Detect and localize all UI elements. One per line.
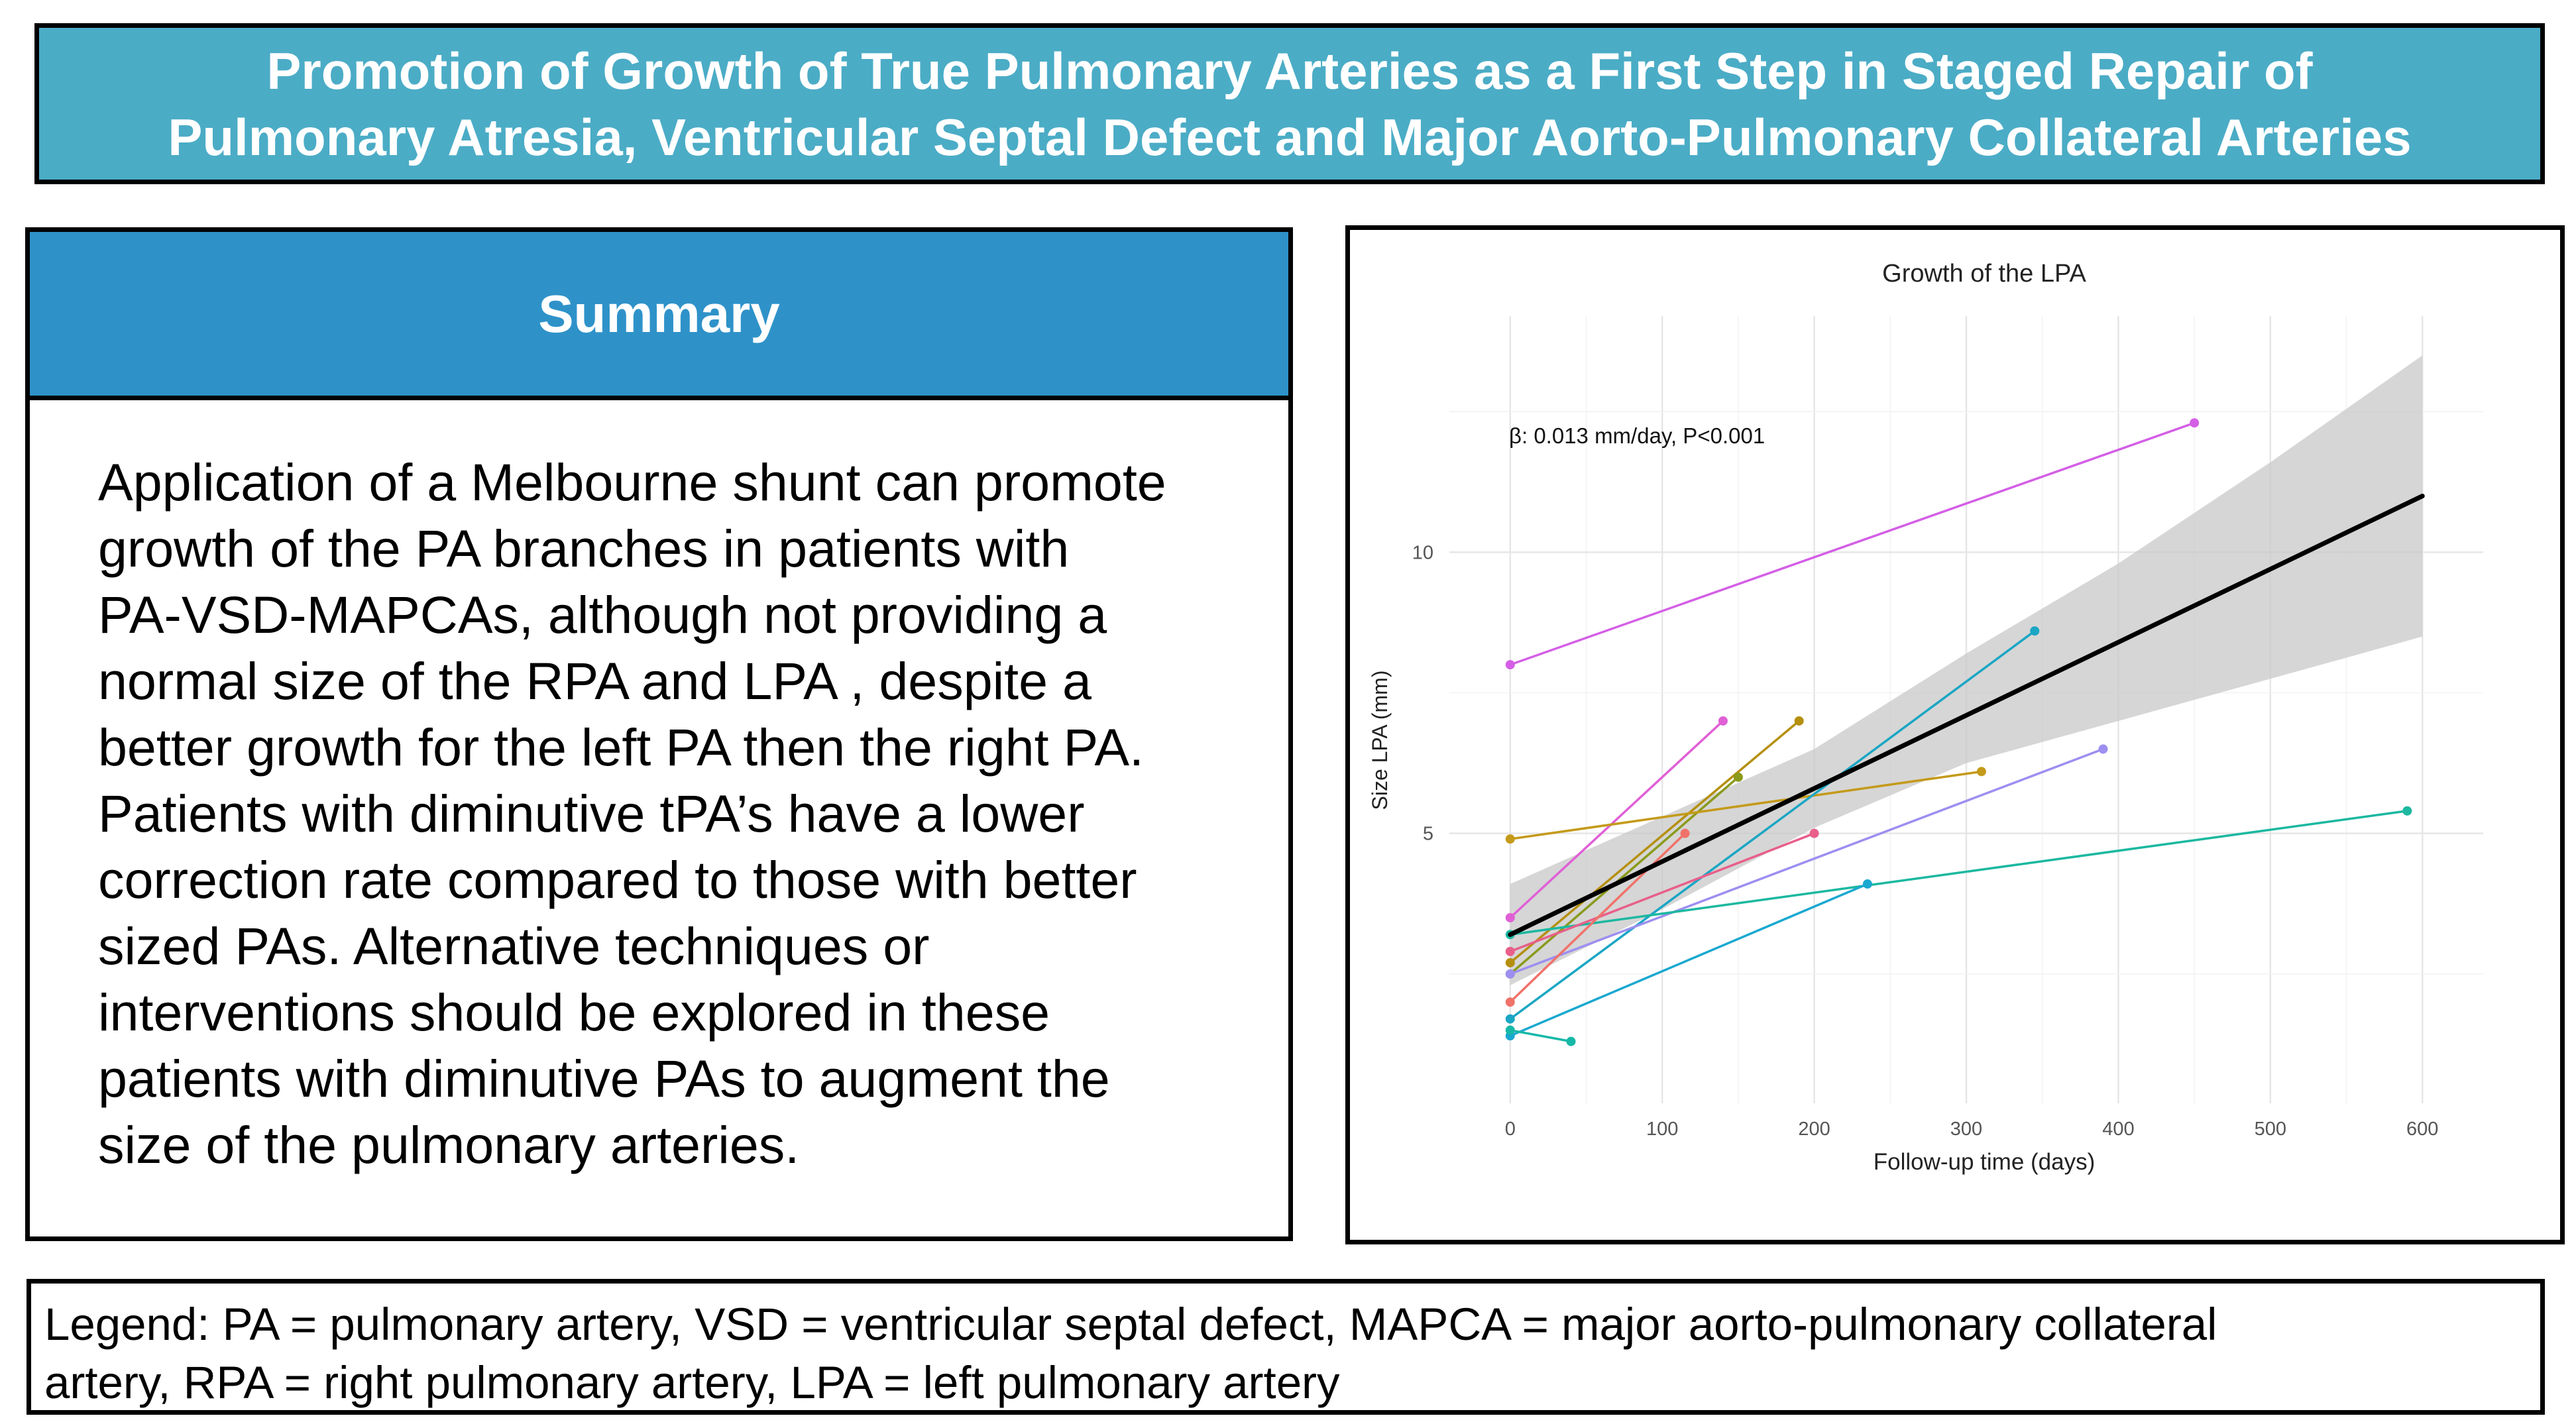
summary-line: size of the pulmonary arteries. <box>98 1115 800 1174</box>
summary-panel: Summary Application of a Melbourne shunt… <box>25 227 1293 1241</box>
summary-text: Application of a Melbourne shunt can pro… <box>98 449 1284 1178</box>
summary-heading: Summary <box>538 284 780 343</box>
series-line-0 <box>1510 421 2195 666</box>
series-point-2 <box>1505 958 1515 967</box>
summary-line: patients with diminutive PAs to augment … <box>98 1049 1110 1108</box>
regression-line <box>1508 494 2425 937</box>
x-tick-label: 600 <box>2406 1119 2438 1140</box>
series-point-5 <box>1505 1014 1515 1024</box>
series-line-2 <box>1509 720 1800 964</box>
legend-line: Legend: PA = pulmonary artery, VSD = ven… <box>44 1299 2217 1350</box>
chart-panel: 0 100 200 300 400 500 600 5 10 Growth of the LPA… <box>1345 225 2565 1244</box>
y-tick-label: 5 <box>1423 824 1433 845</box>
series-point-8 <box>1505 946 1515 956</box>
title-line-2: Pulmonary Atresia, Ventricular Septal De… <box>168 107 2412 166</box>
series-point-4 <box>1505 834 1515 844</box>
series-point-9 <box>1505 997 1515 1007</box>
series-line-9 <box>1509 832 1686 1003</box>
y-axis-label: Size LPA (mm) <box>1368 671 1392 810</box>
series-point-8 <box>1809 828 1819 838</box>
confidence-band-area <box>1510 355 2423 985</box>
y-tick-label: 10 <box>1412 542 1433 563</box>
beta-annotation: β: 0.013 mm/day, P<0.001 <box>1509 423 1765 448</box>
series-point-6 <box>1505 969 1515 979</box>
confidence-band <box>1510 355 2423 985</box>
x-tick-label: 200 <box>1798 1119 1830 1140</box>
series-line-3 <box>1509 776 1740 975</box>
summary-line: interventions should be explored in thes… <box>98 983 1050 1042</box>
series-point-7 <box>2402 806 2412 816</box>
summary-line: Application of a Melbourne shunt can pro… <box>98 453 1166 512</box>
series-line-11 <box>1510 1028 1571 1043</box>
summary-line: correction rate compared to those with b… <box>98 850 1137 909</box>
series-point-11 <box>1505 1025 1515 1035</box>
regression-fit-line <box>1508 494 2425 937</box>
x-tick-label: 400 <box>2102 1119 2134 1140</box>
x-tick-label: 100 <box>1646 1119 1678 1140</box>
legend-line: artery, RPA = right pulmonary artery, LP… <box>44 1357 1340 1408</box>
series-point-1 <box>1718 716 1728 726</box>
series-point-0 <box>2190 418 2200 428</box>
summary-line: PA-VSD-MAPCAs, although not providing a <box>98 585 1107 644</box>
series-line-5 <box>1509 630 2036 1020</box>
axes: 0 100 200 300 400 500 600 5 10 <box>1412 542 2439 1140</box>
series-point-9 <box>1680 828 1690 838</box>
series-line-7 <box>1510 810 2408 936</box>
x-axis-label: Follow-up time (days) <box>1874 1149 2096 1175</box>
series-point-10 <box>1862 879 1872 889</box>
chart-title: Growth of the LPA <box>1882 260 2086 288</box>
series-point-4 <box>1976 767 1986 777</box>
series-point-1 <box>1505 912 1515 922</box>
series-lines <box>1505 418 2412 1046</box>
series-point-3 <box>1733 772 1743 782</box>
series-line-8 <box>1510 832 1815 953</box>
series-line-6 <box>1510 747 2104 975</box>
lpa-growth-chart: 0 100 200 300 400 500 600 5 10 Growth of the LPA… <box>1368 260 2483 1175</box>
summary-header: Summary <box>30 232 1288 400</box>
summary-line: better growth for the left PA then the r… <box>98 718 1144 777</box>
x-tick-label: 0 <box>1505 1119 1516 1140</box>
x-tick-label: 500 <box>2255 1119 2286 1140</box>
series-point-11 <box>1566 1036 1576 1046</box>
series-point-5 <box>2030 626 2040 636</box>
series-line-10 <box>1510 883 1868 1037</box>
abbreviation-legend: Legend: PA = pulmonary artery, VSD = ven… <box>27 1279 2545 1415</box>
title-line-1: Promotion of Growth of True Pulmonary Ar… <box>266 41 2313 100</box>
x-tick-label: 300 <box>1950 1119 1982 1140</box>
summary-line: sized PAs. Alternative techniques or <box>98 916 930 975</box>
series-line-1 <box>1509 720 1724 919</box>
series-point-6 <box>2098 744 2108 754</box>
summary-line: growth of the PA branches in patients wi… <box>98 519 1070 578</box>
title-banner: Promotion of Growth of True Pulmonary Ar… <box>34 23 2545 184</box>
series-line-4 <box>1510 770 1982 840</box>
summary-line: Patients with diminutive tPA’s have a lo… <box>98 784 1085 843</box>
series-point-0 <box>1505 660 1515 670</box>
summary-line: normal size of the RPA and LPA , despite… <box>98 651 1092 710</box>
series-point-2 <box>1794 716 1804 726</box>
